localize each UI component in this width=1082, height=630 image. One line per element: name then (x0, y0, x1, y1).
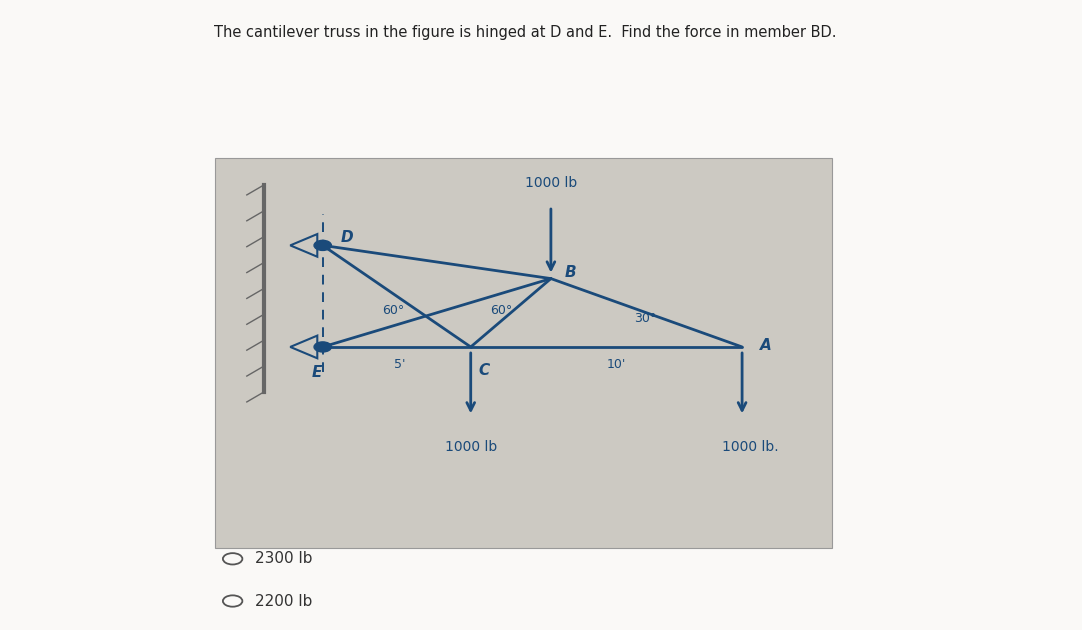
Text: E: E (312, 365, 322, 380)
Text: B: B (565, 265, 577, 280)
Text: C: C (478, 364, 489, 379)
Text: 10': 10' (606, 358, 625, 372)
Text: 60°: 60° (490, 304, 513, 317)
Text: A: A (760, 338, 771, 353)
Text: 60°: 60° (382, 304, 405, 317)
Bar (214, 158, 831, 548)
Text: The cantilever truss in the figure is hinged at D and E.  Find the force in memb: The cantilever truss in the figure is hi… (214, 25, 836, 40)
Text: 2200 lb: 2200 lb (255, 593, 313, 609)
Text: 5': 5' (394, 358, 405, 372)
Circle shape (314, 342, 331, 352)
Text: 1000 lb: 1000 lb (525, 176, 577, 190)
Text: D: D (340, 231, 353, 245)
Circle shape (314, 240, 331, 250)
Text: 30°: 30° (634, 312, 657, 324)
Text: 2300 lb: 2300 lb (255, 551, 313, 566)
Text: 1000 lb.: 1000 lb. (723, 440, 779, 454)
Text: 1000 lb: 1000 lb (445, 440, 497, 454)
